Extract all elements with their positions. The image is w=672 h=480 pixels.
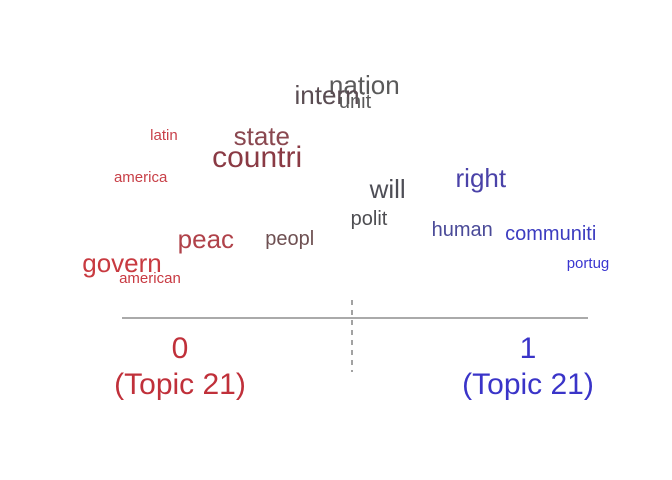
word-label: countri	[212, 141, 302, 174]
word-label: polit	[351, 208, 388, 230]
word-label: unit	[339, 91, 372, 113]
poles-layer: 0(Topic 21)1(Topic 21)	[114, 332, 594, 401]
word-label: communiti	[505, 223, 596, 245]
word-label: intern	[295, 80, 360, 110]
word-label: will	[369, 174, 406, 204]
pole-topic-label: (Topic 21)	[114, 368, 246, 401]
word-label: peac	[178, 224, 234, 254]
word-label: govern	[82, 248, 162, 278]
word-label: nation	[329, 70, 400, 100]
word-label: peopl	[265, 228, 314, 250]
word-label: human	[432, 219, 493, 241]
word-label: right	[456, 163, 507, 193]
word-label: american	[119, 270, 181, 287]
pole-value-label: 1	[520, 332, 537, 365]
word-label: portug	[567, 255, 610, 272]
word-label: latin	[150, 127, 178, 144]
word-label: america	[114, 169, 168, 186]
word-label: state	[234, 121, 290, 151]
pole-value-label: 0	[172, 332, 189, 365]
pole-topic-label: (Topic 21)	[462, 368, 594, 401]
